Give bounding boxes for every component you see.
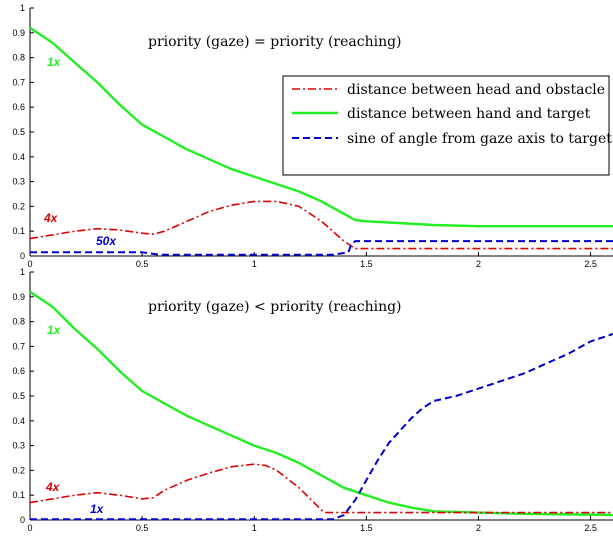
- bottom-series-green-line: [29, 290, 613, 517]
- top-y-tick-label: 0: [20, 251, 25, 261]
- top-series-blue-line: [30, 240, 613, 256]
- top-red-scale-label: 4x: [43, 211, 59, 225]
- bottom-panel-title: priority (gaze) < priority (reaching): [148, 299, 402, 315]
- bottom-y-tick-label: 0.3: [12, 441, 25, 451]
- bottom-y-tick-label: 0.2: [12, 465, 25, 475]
- bottom-y-tick-label: 1: [20, 267, 25, 277]
- top-series-red-line: [29, 200, 613, 250]
- bottom-panel-y-ticks: 0 0.1 0.2 0.3 0.4 0.5 0.6 0.7 0.8 0.9 1: [12, 267, 34, 525]
- bottom-blue-scale-label: 1x: [90, 502, 105, 516]
- top-series-green-line: [29, 26, 613, 228]
- bottom-y-tick-label: 0.1: [12, 490, 25, 500]
- bottom-x-tick-label: 1.5: [360, 523, 373, 533]
- legend: distance between head and obstacle dista…: [282, 75, 612, 176]
- top-y-tick-label: 0.1: [12, 226, 25, 236]
- top-y-tick-label: 0.3: [12, 177, 25, 187]
- top-panel-y-ticks: 0 0.1 0.2 0.3 0.4 0.5 0.6 0.7 0.8 0.9 1: [12, 3, 34, 261]
- bottom-y-tick-label: 0.6: [12, 366, 25, 376]
- top-panel: 0 0.1 0.2 0.3 0.4 0.5 0.6 0.7 0.8 0.9 1 0 0.5 1 1.5 2 2…: [12, 3, 613, 269]
- top-y-tick-label: 1: [20, 3, 25, 13]
- top-panel-x-ticks: 0 0.5 1 1.5 2 2.5: [27, 252, 597, 269]
- bottom-y-tick-label: 0.9: [12, 292, 25, 302]
- top-y-tick-label: 0.8: [12, 53, 25, 63]
- bottom-y-tick-label: 0: [20, 515, 25, 525]
- top-y-tick-label: 0.4: [12, 152, 25, 162]
- bottom-red-scale-label: 4x: [45, 480, 61, 494]
- top-x-tick-label: 1: [252, 259, 257, 269]
- top-x-tick-label: 1.5: [360, 259, 373, 269]
- bottom-x-tick-label: 0.5: [136, 523, 149, 533]
- top-y-tick-label: 0.7: [12, 77, 25, 87]
- legend-label-red: distance between head and obstacle: [347, 82, 605, 98]
- bottom-x-tick-label: 2: [476, 523, 481, 533]
- bottom-x-tick-label: 0: [27, 523, 32, 533]
- bottom-series-red-line: [29, 463, 613, 514]
- top-x-tick-label: 2.5: [584, 259, 597, 269]
- top-panel-series: [29, 26, 613, 256]
- legend-label-green: distance between hand and target: [347, 106, 591, 122]
- legend-label-blue: sine of angle from gaze axis to target: [347, 131, 612, 147]
- bottom-x-tick-label: 2.5: [584, 523, 597, 533]
- top-x-tick-label: 2: [476, 259, 481, 269]
- bottom-series-blue-line: [30, 333, 613, 521]
- bottom-panel-series: [29, 290, 613, 521]
- top-y-tick-label: 0.5: [12, 127, 25, 137]
- bottom-panel: 0 0.1 0.2 0.3 0.4 0.5 0.6 0.7 0.8 0.9 1 0 0.5 1 1.5 2 2…: [12, 267, 613, 533]
- bottom-green-scale-label: 1x: [47, 323, 62, 337]
- legend-box: [282, 75, 610, 176]
- bottom-y-tick-label: 0.5: [12, 391, 25, 401]
- bottom-panel-x-ticks: 0 0.5 1 1.5 2 2.5: [27, 516, 597, 533]
- top-y-tick-label: 0.9: [12, 28, 25, 38]
- top-x-tick-label: 0: [27, 259, 32, 269]
- bottom-y-tick-label: 0.7: [12, 341, 25, 351]
- bottom-y-tick-label: 0.4: [12, 416, 25, 426]
- top-blue-scale-label: 50x: [96, 234, 117, 248]
- bottom-x-tick-label: 1: [252, 523, 257, 533]
- top-x-tick-label: 0.5: [136, 259, 149, 269]
- top-panel-title: priority (gaze) = priority (reaching): [148, 34, 402, 50]
- top-y-tick-label: 0.2: [12, 201, 25, 211]
- bottom-y-tick-label: 0.8: [12, 317, 25, 327]
- top-y-tick-label: 0.6: [12, 102, 25, 112]
- top-green-scale-label: 1x: [47, 55, 62, 69]
